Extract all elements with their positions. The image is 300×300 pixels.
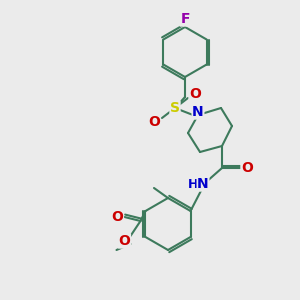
- Text: N: N: [192, 105, 204, 119]
- Text: F: F: [180, 12, 190, 26]
- Text: O: O: [241, 161, 253, 175]
- Text: H: H: [188, 178, 198, 190]
- Text: O: O: [112, 210, 123, 224]
- Text: S: S: [170, 101, 180, 115]
- Text: O: O: [148, 115, 160, 129]
- Text: O: O: [189, 87, 201, 101]
- Text: N: N: [197, 177, 209, 191]
- Text: O: O: [118, 234, 130, 248]
